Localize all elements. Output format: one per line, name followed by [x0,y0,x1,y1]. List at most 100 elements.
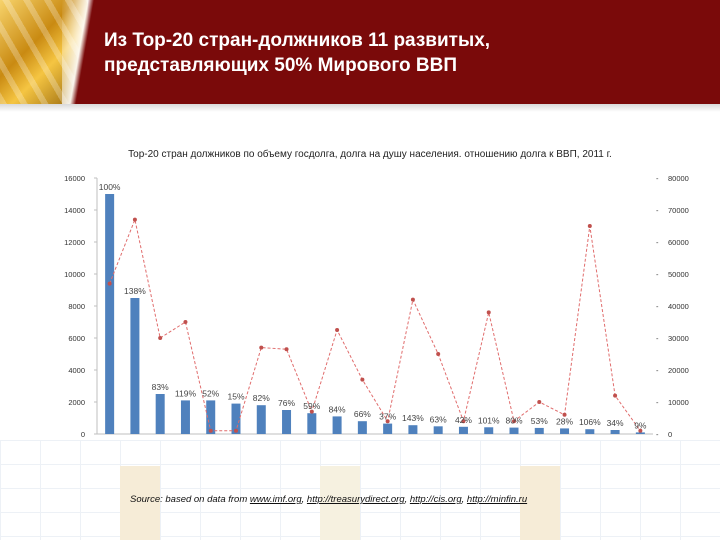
bar-data-label: 101% [478,415,500,425]
line-point [436,352,441,356]
bar-data-label: 100% [99,182,121,192]
page-curl-decoration [62,0,102,104]
y-right-tick-marker: - [656,334,659,343]
y-right-tick-marker: - [656,366,659,375]
bar-data-label: 34% [607,418,624,428]
background-band [320,466,360,540]
line-point [309,409,314,414]
bar-data-label: 42% [455,415,472,425]
bar [635,432,645,434]
line-point [613,393,618,398]
line-point [335,328,340,332]
bar [534,427,544,434]
y-right-tick-marker: - [656,206,659,215]
source-link-imf[interactable]: www.imf.org [249,494,302,505]
y-right-tick-label: 10000 [668,398,689,407]
bar-data-label: 66% [354,409,371,419]
line-point [562,412,567,417]
line-point [461,419,466,424]
y-right-tick-marker: - [656,270,659,279]
source-note: Source: based on data from www.imf.org, … [130,494,528,505]
bar-data-label: 37% [379,412,396,422]
bar [180,400,190,434]
y-right-tick-label: 40000 [668,302,689,311]
line-point [410,297,415,302]
bar [256,405,266,434]
line-point [537,400,542,404]
source-link-minfin[interactable]: http://minfin.ru [466,494,528,505]
line-point [183,320,188,324]
bar [433,426,443,434]
y-right-tick-marker: - [656,174,659,183]
line-point [158,336,163,340]
line-point [486,310,491,315]
bar [458,426,468,434]
bar [357,421,367,434]
bar-data-label: 52% [202,388,219,398]
bar [130,298,140,434]
bar [105,194,115,434]
bar-data-label: 82% [253,393,270,403]
bar-data-label: 63% [430,414,447,424]
line-point [638,428,643,433]
y-right-tick-label: 50000 [668,270,689,279]
background-band [120,466,160,540]
background-band [520,466,560,540]
bar [206,400,216,434]
bar [560,428,570,434]
line-point [234,428,238,433]
bar [509,427,519,434]
y-left-tick-label: 16000 [64,174,85,183]
slide-title: Из Top-20 стран-должников 11 развитых, п… [104,28,704,78]
slide-title-line2: представляющих 50% Мирового ВВП [104,55,457,76]
bar-data-label: 9% [634,420,647,430]
y-right-tick-label: 80000 [668,174,689,183]
y-right-tick-label: 60000 [668,238,689,247]
y-right-tick-label: 0 [668,430,672,439]
bar [610,430,620,434]
bar-data-label: 76% [278,398,295,408]
y-left-tick-label: 4000 [68,366,85,375]
bar-data-label: 106% [579,417,601,427]
y-left-tick-label: 8000 [68,302,85,311]
line-point [132,217,137,222]
y-left-tick-label: 12000 [64,238,85,247]
y-right-tick-label: 20000 [668,366,689,375]
bar-data-label: 83% [152,382,169,392]
bar [231,403,241,434]
bar-data-label: 28% [556,416,573,426]
y-right-tick-marker: - [656,398,659,407]
chart-title: Top-20 стран должников по объему госдолг… [128,149,612,160]
y-left-tick-label: 10000 [64,270,85,279]
bar [332,416,342,434]
bar [155,394,165,434]
line-series [109,217,641,432]
line-point [360,377,365,382]
y-right-tick-marker: - [656,430,659,439]
y-left-tick-label: 0 [81,430,85,439]
line-point [587,224,592,228]
line-point [512,419,516,424]
y-right-tick-label: 70000 [668,206,689,215]
bar-data-label: 84% [329,404,346,414]
line-point [107,281,112,286]
source-link-treasury[interactable]: http://treasurydirect.org [306,494,405,505]
bar-data-label: 59% [303,401,320,411]
source-link-cis[interactable]: http://cis.org [409,494,462,505]
y-left-tick-label: 6000 [68,334,85,343]
bar-data-label: 143% [402,413,424,423]
y-right-tick-marker: - [656,238,659,247]
bar [484,427,494,434]
bar [307,413,317,434]
y-right-tick-label: 30000 [668,334,689,343]
bar [383,423,393,434]
line-point [259,345,264,350]
bar-data-label: 119% [175,388,197,398]
line-point [208,428,213,433]
bar-data-label: 138% [124,286,146,296]
line-point [385,419,390,424]
y-left-tick-label: 2000 [68,398,85,407]
bar-data-label: 15% [227,392,244,402]
slide-title-line1: Из Top-20 стран-должников 11 развитых, [104,30,491,51]
